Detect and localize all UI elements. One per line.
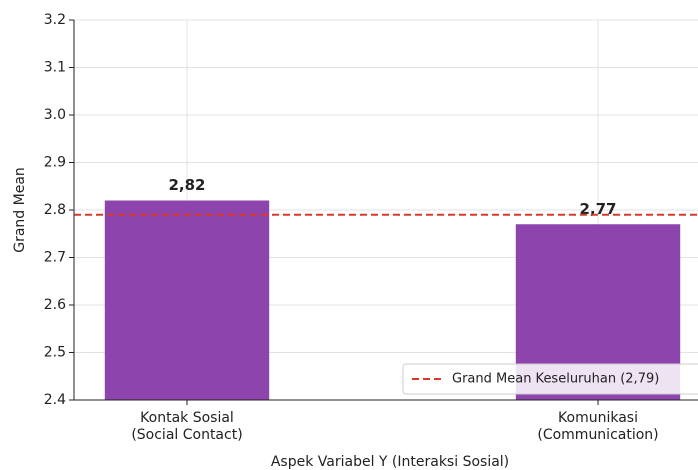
legend-box	[402, 363, 698, 395]
bar	[104, 200, 270, 400]
x-tick-label: Kontak Sosial (Social Contact)	[131, 410, 242, 443]
y-tick-label: 3.2	[44, 12, 66, 28]
value-label: 2,77	[579, 200, 616, 218]
y-tick-label: 2.9	[44, 155, 66, 171]
y-tick-label: 2.5	[44, 345, 66, 361]
y-tick-label: 3.0	[44, 107, 66, 123]
y-axis-label: Grand Mean	[12, 167, 28, 253]
y-tick-label: 2.6	[44, 297, 66, 313]
x-axis-label: Aspek Variabel Y (Interaksi Sosial)	[271, 454, 509, 470]
value-label: 2,82	[168, 176, 205, 194]
x-tick-label: Komunikasi (Communication)	[537, 410, 658, 443]
legend-label: Grand Mean Keseluruhan (2,79)	[452, 372, 659, 387]
y-tick-label: 2.8	[44, 202, 66, 218]
y-tick-label: 3.1	[44, 60, 66, 76]
y-tick-label: 2.7	[44, 250, 66, 266]
y-tick-label: 2.4	[44, 392, 66, 408]
